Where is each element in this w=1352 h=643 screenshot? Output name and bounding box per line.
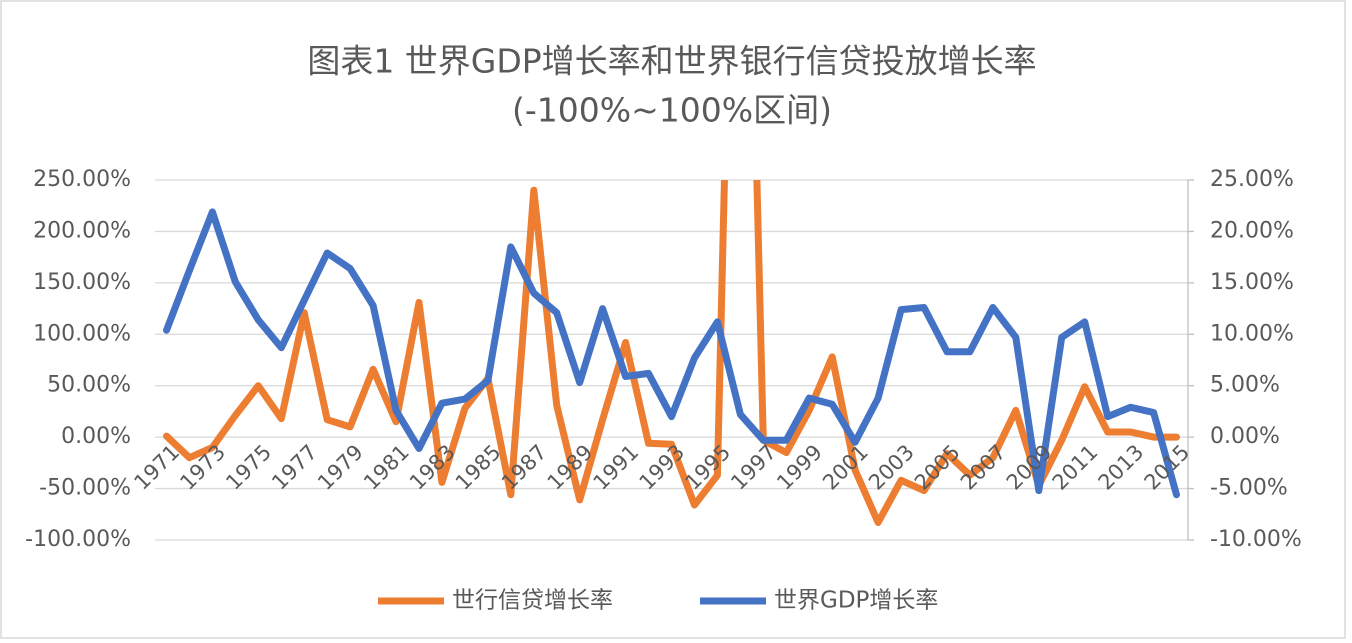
series-line [163,180,1180,526]
chart-subtitle: (-100%~100%区间) [512,91,832,130]
y-tick-label: -50.00% [39,476,131,501]
y-tick-label: 100.00% [33,321,131,346]
series-line [163,208,1180,499]
y2-tick-label: 0.00% [1210,424,1280,449]
chart-title: 图表1 世界GDP增长率和世界银行信贷投放增长率 [307,42,1036,81]
y-tick-label: 250.00% [33,167,131,192]
legend-label: 世行信贷增长率 [452,588,613,614]
y2-tick-label: 20.00% [1210,218,1294,243]
y-tick-label: -100.00% [25,527,131,552]
y2-tick-label: -5.00% [1210,476,1288,501]
y-tick-label: 0.00% [61,424,131,449]
y-tick-label: 50.00% [47,373,131,398]
y2-tick-label: -10.00% [1210,527,1302,552]
y2-tick-label: 10.00% [1210,321,1294,346]
y2-tick-label: 25.00% [1210,167,1294,192]
y-tick-label: 200.00% [33,218,131,243]
legend-label: 世界GDP增长率 [774,588,938,614]
y2-tick-label: 5.00% [1210,373,1280,398]
y2-tick-label: 15.00% [1210,270,1294,295]
y-tick-label: 150.00% [33,270,131,295]
